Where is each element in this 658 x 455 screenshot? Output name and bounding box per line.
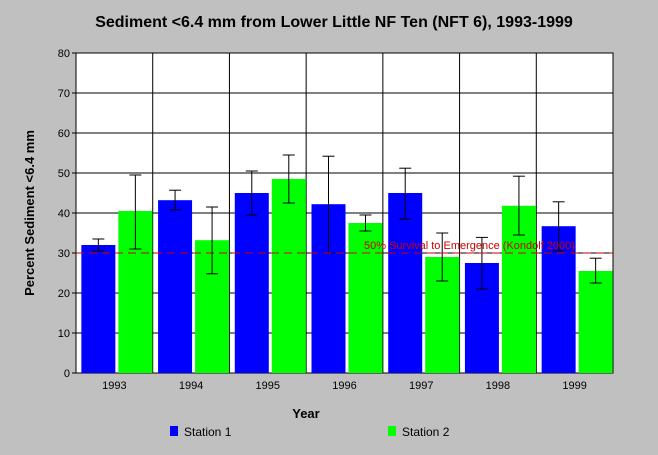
x-tick-label: 1995 (256, 380, 280, 392)
y-axis-ticks: 0 10 20 30 40 50 60 70 80 (58, 48, 76, 380)
x-tick-label: 1993 (102, 380, 126, 392)
bar (234, 193, 269, 373)
y-tick-label: 50 (58, 168, 70, 180)
x-tick-label: 1998 (486, 380, 510, 392)
y-tick-label: 20 (58, 288, 70, 300)
y-tick-label: 80 (58, 48, 70, 60)
bar (158, 200, 193, 373)
reference-line-label: 50% Survival to Emergence (Kondolf 2000) (364, 240, 575, 252)
legend-swatch (388, 426, 396, 436)
legend-label: Station 2 (402, 425, 450, 439)
reference-line-group: 50% Survival to Emergence (Kondolf 2000) (76, 240, 613, 254)
x-tick-label: 1996 (332, 380, 356, 392)
legend: Station 1 Station 2 (170, 425, 450, 439)
x-tick-label: 1994 (179, 380, 203, 392)
x-axis-ticks: 1993 1994 1995 1996 1997 1998 1999 (102, 380, 587, 392)
bar (388, 193, 423, 373)
bar (271, 179, 306, 373)
y-tick-label: 0 (64, 368, 70, 380)
bar (578, 271, 613, 373)
legend-swatch (170, 426, 178, 436)
x-axis-label: Year (292, 406, 319, 421)
bars (81, 179, 613, 373)
x-tick-label: 1997 (409, 380, 433, 392)
legend-label: Station 1 (184, 425, 232, 439)
y-tick-label: 10 (58, 328, 70, 340)
y-tick-label: 70 (58, 88, 70, 100)
y-tick-label: 60 (58, 128, 70, 140)
y-tick-label: 40 (58, 208, 70, 220)
y-tick-label: 30 (58, 248, 70, 260)
x-tick-label: 1999 (562, 380, 586, 392)
y-axis-label: Percent Sediment <6.4 mm (22, 130, 37, 296)
chart-title: Sediment <6.4 mm from Lower Little NF Te… (95, 14, 573, 31)
bar (348, 223, 383, 373)
bar (81, 245, 116, 373)
error-bars (92, 154, 602, 290)
